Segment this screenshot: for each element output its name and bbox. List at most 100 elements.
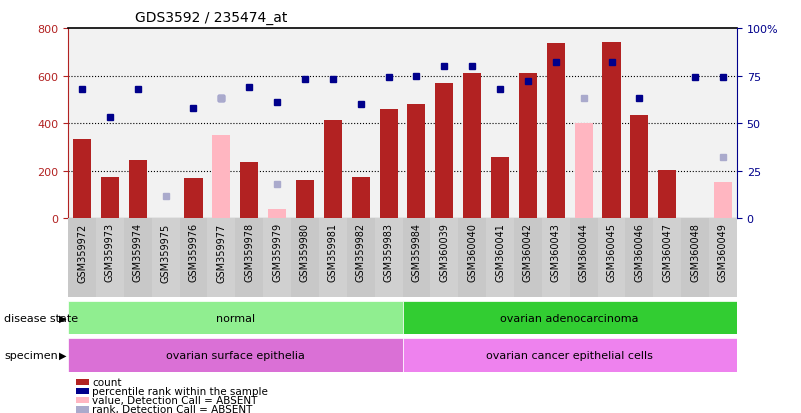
Bar: [68, 339, 403, 372]
Text: GSM359984: GSM359984: [412, 223, 421, 282]
Bar: [347, 219, 375, 297]
Bar: [408, 105, 425, 219]
Bar: [570, 219, 598, 297]
Text: ovarian cancer epithelial cells: ovarian cancer epithelial cells: [486, 350, 653, 360]
Bar: [240, 163, 258, 219]
Bar: [491, 157, 509, 219]
Bar: [184, 178, 203, 219]
Bar: [235, 219, 264, 297]
Text: GSM359979: GSM359979: [272, 223, 282, 282]
Text: GSM360039: GSM360039: [439, 223, 449, 282]
Text: GSM359976: GSM359976: [188, 223, 199, 282]
Bar: [458, 29, 486, 219]
Bar: [403, 29, 430, 219]
Text: GSM360042: GSM360042: [523, 223, 533, 282]
Bar: [681, 29, 709, 219]
Bar: [547, 44, 565, 219]
Bar: [709, 29, 737, 219]
Bar: [458, 219, 486, 297]
Text: normal: normal: [215, 313, 255, 323]
Bar: [430, 219, 458, 297]
Text: value, Detection Call = ABSENT: value, Detection Call = ABSENT: [92, 395, 257, 405]
Bar: [486, 219, 514, 297]
Bar: [324, 120, 342, 219]
Text: GSM360045: GSM360045: [606, 223, 617, 282]
Bar: [463, 74, 481, 219]
Text: GSM359981: GSM359981: [328, 223, 338, 282]
Text: ▶: ▶: [58, 350, 66, 360]
Bar: [291, 29, 319, 219]
Text: GSM360047: GSM360047: [662, 223, 672, 282]
Text: count: count: [92, 377, 122, 387]
Text: rank, Detection Call = ABSENT: rank, Detection Call = ABSENT: [92, 404, 252, 413]
Bar: [403, 301, 737, 335]
Bar: [375, 29, 403, 219]
Bar: [268, 209, 286, 219]
Bar: [291, 219, 319, 297]
Bar: [380, 109, 397, 219]
Text: GDS3592 / 235474_at: GDS3592 / 235474_at: [135, 11, 288, 25]
Bar: [430, 29, 458, 219]
Text: GSM359975: GSM359975: [161, 223, 171, 282]
Bar: [626, 29, 654, 219]
Bar: [709, 219, 737, 297]
Bar: [514, 219, 541, 297]
Bar: [68, 301, 403, 335]
Bar: [570, 29, 598, 219]
Bar: [486, 29, 514, 219]
Text: GSM359980: GSM359980: [300, 223, 310, 282]
Bar: [681, 219, 709, 297]
Bar: [658, 170, 676, 219]
Text: percentile rank within the sample: percentile rank within the sample: [92, 386, 268, 396]
Bar: [714, 182, 732, 219]
Bar: [124, 29, 151, 219]
Text: ovarian adenocarcinoma: ovarian adenocarcinoma: [501, 313, 639, 323]
Text: GSM360044: GSM360044: [578, 223, 589, 282]
Text: GSM360043: GSM360043: [551, 223, 561, 282]
Bar: [68, 29, 96, 219]
Bar: [179, 219, 207, 297]
Bar: [319, 219, 347, 297]
Bar: [319, 29, 347, 219]
Text: GSM359977: GSM359977: [216, 223, 227, 282]
Bar: [514, 29, 541, 219]
Bar: [151, 29, 179, 219]
Text: GSM360046: GSM360046: [634, 223, 644, 282]
Bar: [541, 29, 570, 219]
Bar: [124, 219, 151, 297]
Text: GSM360049: GSM360049: [718, 223, 728, 282]
Bar: [212, 136, 231, 219]
Text: GSM359974: GSM359974: [133, 223, 143, 282]
Text: GSM360048: GSM360048: [690, 223, 700, 282]
Text: ovarian surface epithelia: ovarian surface epithelia: [166, 350, 304, 360]
Text: GSM359978: GSM359978: [244, 223, 254, 282]
Bar: [101, 177, 119, 219]
Bar: [179, 29, 207, 219]
Bar: [598, 219, 626, 297]
Bar: [264, 29, 291, 219]
Bar: [403, 219, 430, 297]
Bar: [96, 29, 124, 219]
Text: GSM359972: GSM359972: [77, 223, 87, 282]
Text: GSM359983: GSM359983: [384, 223, 393, 282]
Bar: [435, 83, 453, 219]
Bar: [654, 29, 681, 219]
Text: GSM360041: GSM360041: [495, 223, 505, 282]
Bar: [151, 219, 179, 297]
Bar: [296, 181, 314, 219]
Text: ▶: ▶: [58, 313, 66, 323]
Text: GSM359982: GSM359982: [356, 223, 366, 282]
Bar: [574, 124, 593, 219]
Bar: [602, 43, 621, 219]
Bar: [598, 29, 626, 219]
Text: GSM360040: GSM360040: [467, 223, 477, 282]
Bar: [264, 219, 291, 297]
Bar: [207, 219, 235, 297]
Bar: [375, 219, 403, 297]
Bar: [96, 219, 124, 297]
Bar: [352, 177, 370, 219]
Bar: [403, 339, 737, 372]
Bar: [541, 219, 570, 297]
Bar: [630, 116, 649, 219]
Bar: [519, 74, 537, 219]
